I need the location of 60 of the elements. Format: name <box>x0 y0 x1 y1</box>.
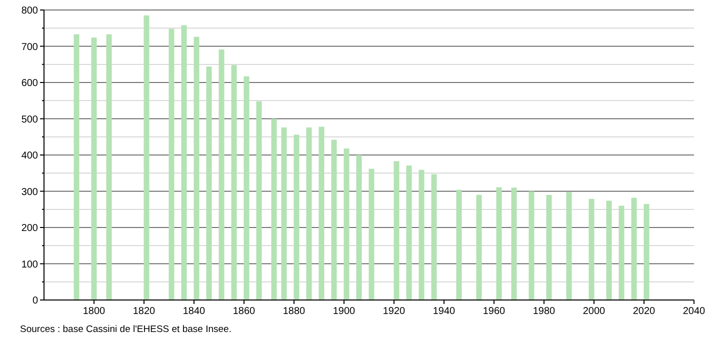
y-tick-label: 100 <box>21 259 38 270</box>
bar <box>294 134 300 300</box>
bar <box>456 190 462 300</box>
y-tick-label: 800 <box>21 6 38 16</box>
bar <box>368 168 374 300</box>
x-tick-label: 1980 <box>532 306 556 317</box>
bar <box>256 101 262 300</box>
x-tick-label: 2040 <box>682 306 706 317</box>
x-tick-label: 1960 <box>482 306 506 317</box>
bar <box>528 191 534 300</box>
y-tick-label: 500 <box>21 114 38 126</box>
bar <box>318 126 324 300</box>
x-tick-label: 1880 <box>282 306 306 317</box>
bar <box>218 50 224 300</box>
y-tick-label: 200 <box>21 223 38 234</box>
bar <box>106 34 112 300</box>
source-note: Sources : base Cassini de l'EHESS et base Insee. <box>20 324 232 335</box>
x-tick-label: 2020 <box>632 306 656 317</box>
bar <box>194 36 200 300</box>
bar <box>418 170 424 300</box>
y-tick-label: 600 <box>21 78 38 89</box>
bar <box>331 140 337 300</box>
x-tick-label: 1940 <box>432 306 456 317</box>
bar <box>431 174 437 300</box>
bar <box>606 200 612 300</box>
bar <box>344 148 350 300</box>
x-tick-label: 1900 <box>332 306 356 317</box>
y-tick-label: 300 <box>21 186 38 198</box>
x-tick-label: 1860 <box>232 306 256 317</box>
bar <box>644 204 650 300</box>
bar <box>206 66 212 300</box>
x-tick-label: 2000 <box>582 306 606 317</box>
x-tick-label: 1920 <box>382 306 406 317</box>
bar <box>631 198 637 300</box>
bar <box>588 198 594 300</box>
bar <box>406 166 412 300</box>
bar <box>306 127 312 300</box>
bar <box>74 34 80 300</box>
bar <box>546 194 552 300</box>
bar <box>476 194 482 300</box>
x-tick-label: 1840 <box>182 306 206 317</box>
bar <box>496 187 502 300</box>
bar <box>618 206 624 300</box>
bar <box>91 38 97 300</box>
x-tick-label: 1820 <box>132 306 156 317</box>
bar <box>566 192 572 300</box>
bar <box>511 188 517 300</box>
x-tick-label: 1800 <box>82 306 106 317</box>
bar <box>168 28 174 300</box>
bar <box>144 15 150 300</box>
bar <box>231 65 237 300</box>
y-tick-label: 400 <box>21 150 38 162</box>
y-tick-label: 0 <box>32 296 38 306</box>
y-tick-label: 700 <box>21 42 38 53</box>
bar <box>181 25 187 300</box>
bar <box>281 127 287 300</box>
bar <box>394 161 400 300</box>
bar <box>356 155 362 300</box>
bar <box>271 118 277 300</box>
bar <box>244 76 250 300</box>
